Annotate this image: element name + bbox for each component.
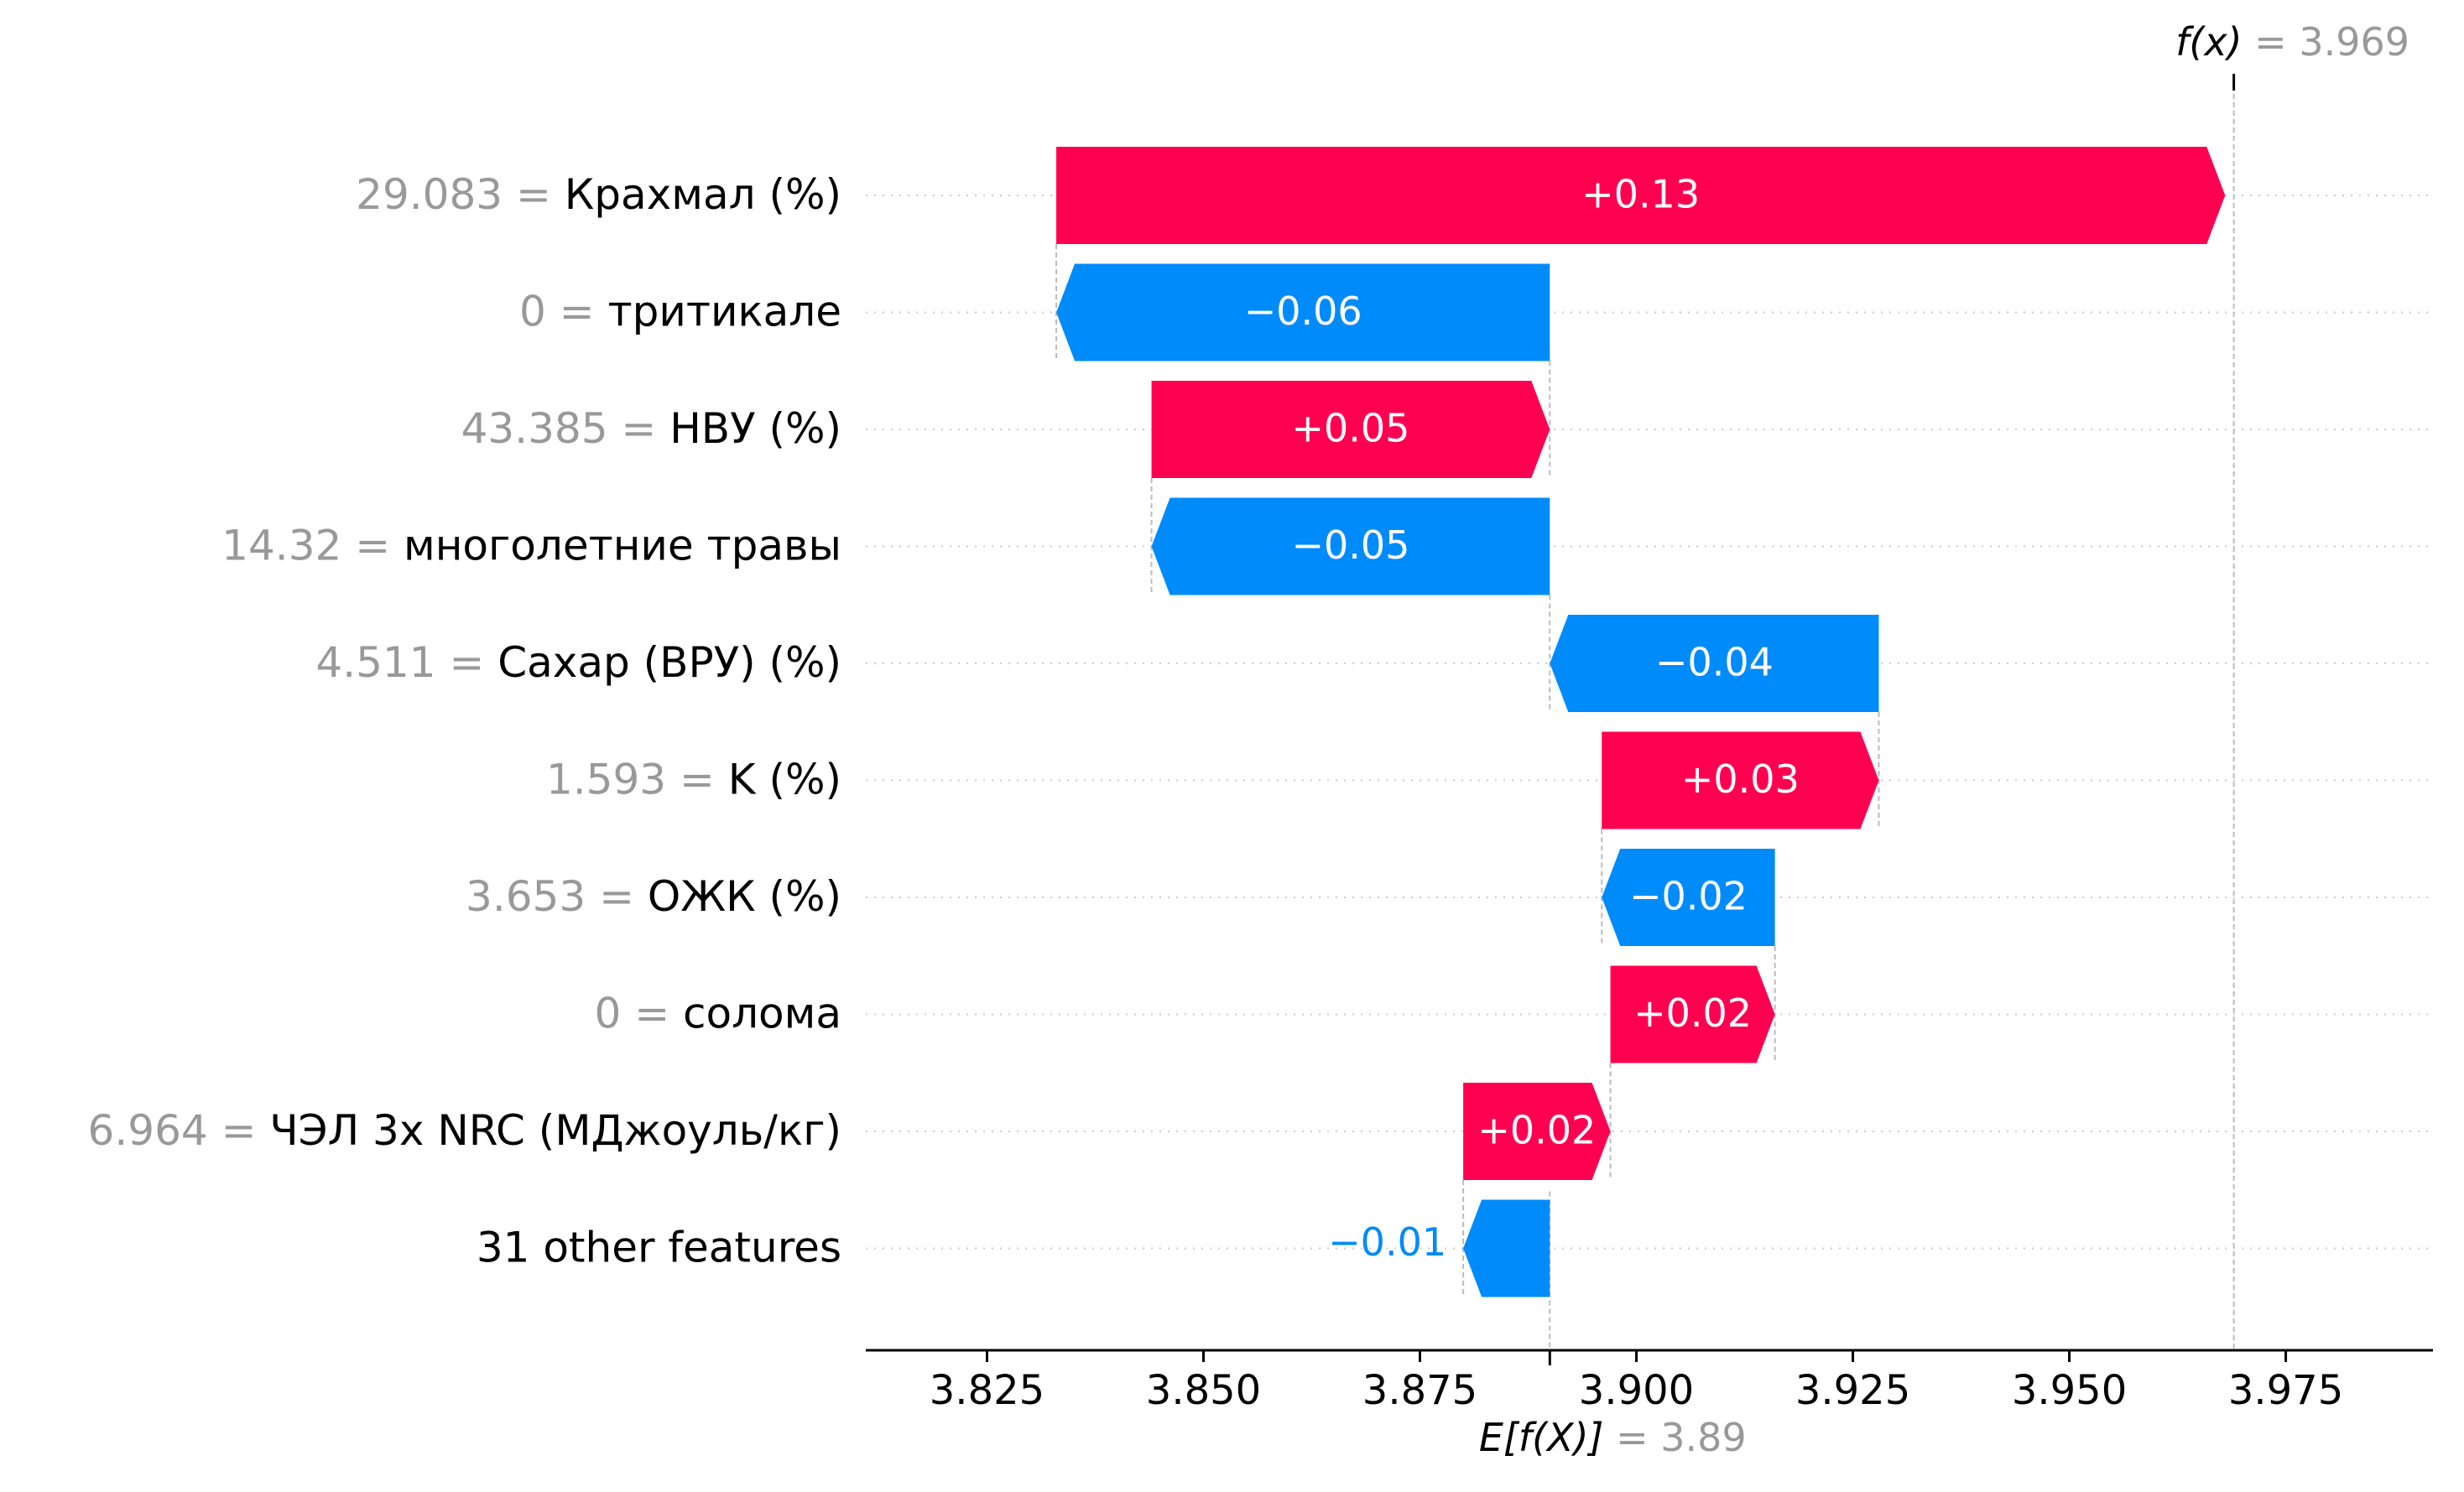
feature-label: 29.083 = Крахмал (%) <box>356 170 841 219</box>
contribution-label: +0.13 <box>1581 172 1700 217</box>
feature-name: НВУ (%) <box>669 404 841 453</box>
feature-value: 1.593 = <box>546 755 728 803</box>
contribution-label: +0.02 <box>1477 1108 1596 1153</box>
feature-name: ЧЭЛ 3x NRC (МДжоуль/кг) <box>269 1106 841 1155</box>
feature-value: 4.511 = <box>315 638 497 687</box>
prediction-annotation: f(x) = 3.969 <box>2175 19 2409 65</box>
feature-label: 1.593 = K (%) <box>546 755 841 803</box>
feature-name: ОЖК (%) <box>648 872 841 921</box>
x-tick-label: 3.900 <box>1579 1367 1694 1414</box>
contribution-label: −0.02 <box>1629 874 1748 919</box>
contribution-label: −0.05 <box>1291 522 1409 568</box>
contribution-label: −0.01 <box>1328 1219 1446 1265</box>
prediction-number: = 3.969 <box>2254 19 2409 65</box>
x-tick-label: 3.825 <box>930 1367 1044 1414</box>
feature-label: 0 = солома <box>595 989 842 1037</box>
expected-value-number: = 3.89 <box>1616 1415 1747 1460</box>
expected-value-annotation: E[f(X)] = 3.89 <box>1479 1415 1747 1460</box>
feature-label: 3.653 = ОЖК (%) <box>466 872 841 921</box>
feature-label: 31 other features <box>477 1223 841 1271</box>
x-tick-label: 3.875 <box>1362 1367 1477 1414</box>
negative-contribution-bar <box>1056 263 1550 361</box>
contribution-label: +0.03 <box>1681 756 1800 802</box>
x-tick-label: 3.925 <box>1795 1367 1910 1414</box>
contribution-label: −0.06 <box>1244 289 1362 334</box>
positive-contribution-bar <box>1610 965 1775 1063</box>
contribution-label: +0.02 <box>1633 990 1752 1036</box>
feature-name: 31 other features <box>477 1223 841 1271</box>
feature-name: многолетние травы <box>404 521 841 569</box>
positive-contribution-bar <box>1463 1083 1611 1180</box>
expected-value-label: E[f(X)] <box>1479 1415 1616 1460</box>
positive-contribution-bar <box>1151 381 1550 478</box>
feature-value: 0 = <box>519 287 608 335</box>
x-tick-label: 3.950 <box>2012 1367 2127 1414</box>
negative-contribution-bar <box>1550 615 1879 712</box>
feature-label: 14.32 = многолетние травы <box>221 521 841 569</box>
feature-value: 29.083 = <box>356 170 565 219</box>
positive-contribution-bar <box>1602 731 1879 829</box>
feature-name: Сахар (ВРУ) (%) <box>497 638 841 687</box>
contribution-label: +0.05 <box>1291 406 1409 451</box>
feature-value: 3.653 = <box>466 872 648 921</box>
feature-name: Крахмал (%) <box>565 170 841 219</box>
negative-contribution-bar <box>1151 497 1550 595</box>
prediction-label: f(x) <box>2175 19 2254 65</box>
feature-label: 4.511 = Сахар (ВРУ) (%) <box>315 638 841 687</box>
contribution-label: −0.04 <box>1655 640 1774 685</box>
feature-name: тритикале <box>607 287 841 335</box>
feature-name: солома <box>683 989 841 1037</box>
feature-value: 14.32 = <box>221 521 404 569</box>
feature-value: 0 = <box>595 989 684 1037</box>
feature-name: K (%) <box>728 755 841 803</box>
feature-value: 6.964 = <box>88 1106 270 1155</box>
x-tick-label: 3.975 <box>2228 1367 2343 1414</box>
positive-contribution-bar <box>1056 147 2226 244</box>
feature-value: 43.385 = <box>461 404 670 453</box>
x-tick-label: 3.850 <box>1146 1367 1261 1414</box>
feature-label: 6.964 = ЧЭЛ 3x NRC (МДжоуль/кг) <box>88 1106 841 1155</box>
negative-contribution-bar <box>1602 849 1775 946</box>
feature-label: 43.385 = НВУ (%) <box>461 404 841 453</box>
negative-contribution-bar <box>1463 1199 1550 1297</box>
feature-label: 0 = тритикале <box>519 287 841 335</box>
